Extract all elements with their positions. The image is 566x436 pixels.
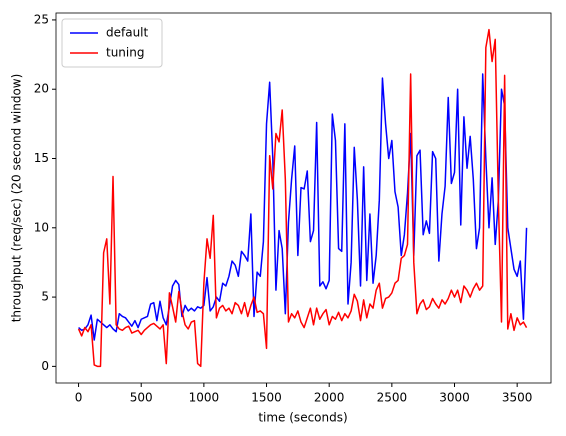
y-tick-label: 5 [41,290,49,304]
y-tick-label: 15 [34,151,49,165]
line [78,73,528,341]
plot-frame [55,12,552,384]
y-tick-label: 20 [34,82,49,96]
x-tick-label: 2000 [314,391,345,405]
legend-label: default [106,26,149,40]
line [77,28,528,368]
x-tick-label: 1500 [251,391,282,405]
y-tick-label: 10 [34,220,49,234]
legend-box [61,18,163,68]
x-tick-label: 0 [75,391,83,405]
x-tick-label: 500 [130,391,153,405]
y-tick-label: 25 [34,12,49,26]
y-axis-label: throughput (req/sec) (20 second window) [10,74,24,323]
x-tick-label: 3500 [502,391,533,405]
x-axis-label: time (seconds) [258,411,347,425]
x-tick-label: 2500 [377,391,408,405]
x-tick-label: 1000 [189,391,220,405]
y-tick-label: 0 [41,359,49,373]
legend-label: tuning [106,46,144,60]
x-tick-label: 3000 [439,391,470,405]
